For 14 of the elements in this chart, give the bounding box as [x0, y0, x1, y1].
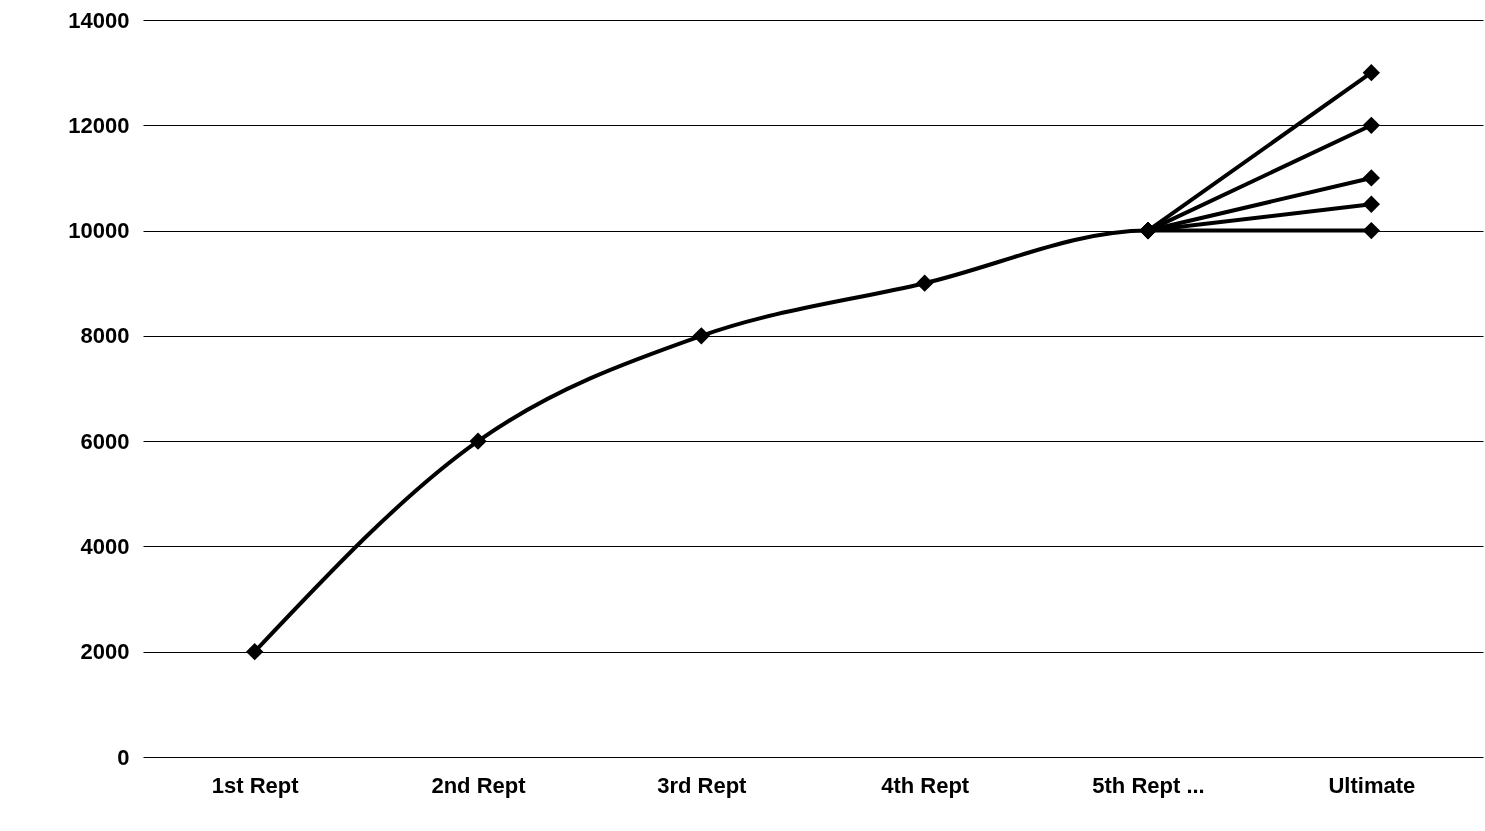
y-tick-label: 2000: [80, 639, 130, 665]
x-tick-label: 3rd Rept: [657, 772, 748, 798]
x-tick-label: Ultimate: [1328, 772, 1416, 798]
y-tick-label: 12000: [68, 112, 130, 138]
x-tick-label: 1st Rept: [211, 772, 300, 798]
y-tick-label: 4000: [80, 533, 130, 559]
x-tick-label: 4th Rept: [881, 772, 970, 798]
y-tick-label: 8000: [80, 323, 130, 349]
y-tick-label: 0: [117, 744, 130, 770]
y-tick-label: 10000: [68, 218, 130, 244]
x-tick-label: 2nd Rept: [431, 772, 527, 798]
x-tick-label: 5th Rept ...: [1092, 772, 1205, 798]
y-tick-label: 14000: [68, 7, 130, 33]
y-tick-label: 6000: [80, 428, 130, 454]
